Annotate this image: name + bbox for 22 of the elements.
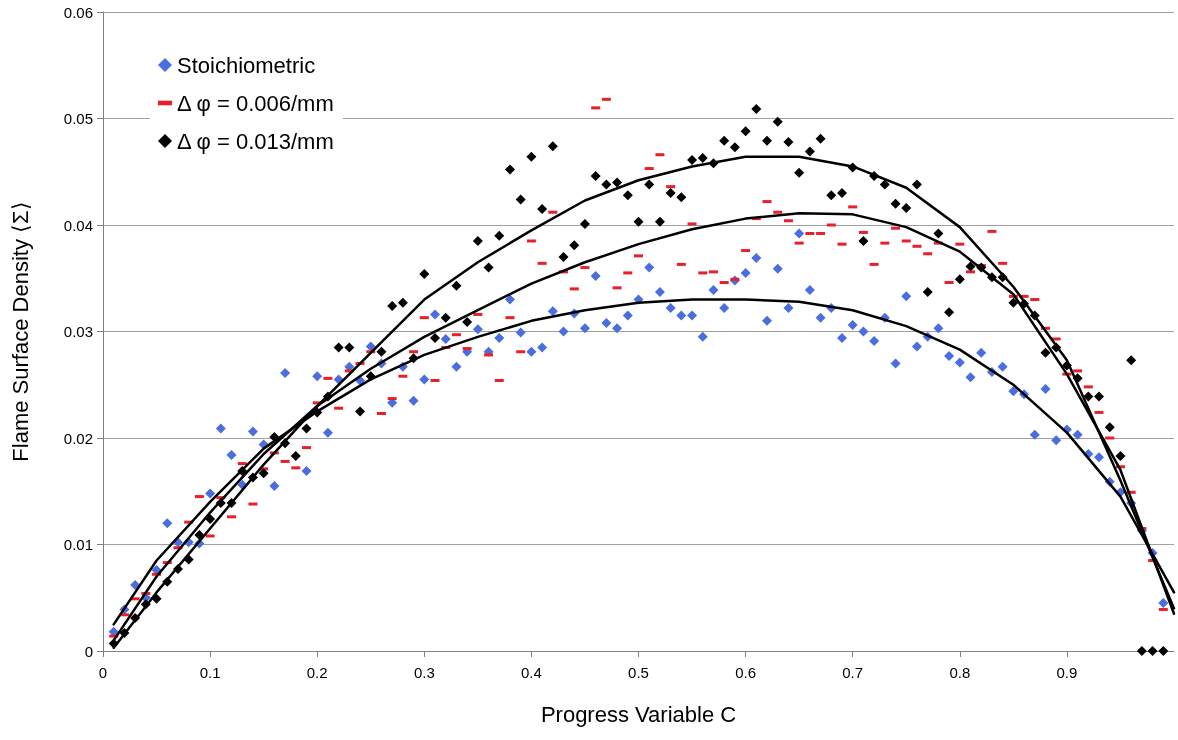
- legend-label: Δ φ = 0.006/mm: [177, 90, 334, 116]
- x-tick-label: 0.5: [628, 664, 649, 681]
- x-tick-label: 0.8: [949, 664, 971, 681]
- y-tick-label: 0.01: [63, 536, 93, 553]
- x-tick-label: 0.6: [735, 664, 757, 681]
- legend-label: Stoichiometric: [177, 52, 316, 78]
- x-axis-title: Progress Variable C: [540, 701, 737, 727]
- y-tick-label: 0.04: [63, 216, 93, 234]
- x-tick-label: 0: [98, 664, 108, 681]
- y-tick-label: 0: [84, 642, 93, 660]
- y-axis-title: Flame Surface Density ⟨Σ⟩: [7, 201, 33, 462]
- x-tick-label: 0.1: [199, 664, 221, 681]
- x-tick-label: 0.4: [520, 664, 542, 681]
- x-tick-label: 0.9: [1056, 664, 1078, 681]
- x-tick-label: 0.3: [413, 664, 435, 681]
- y-tick-label: 0.03: [63, 323, 93, 340]
- y-tick-label: 0.05: [63, 110, 93, 127]
- legend-label: Δ φ = 0.013/mm: [177, 128, 334, 154]
- y-tick-label: 0.06: [63, 3, 93, 21]
- x-tick-label: 0.2: [306, 664, 328, 681]
- x-tick-label: 0.7: [842, 664, 864, 681]
- y-tick-label: 0.02: [63, 429, 93, 447]
